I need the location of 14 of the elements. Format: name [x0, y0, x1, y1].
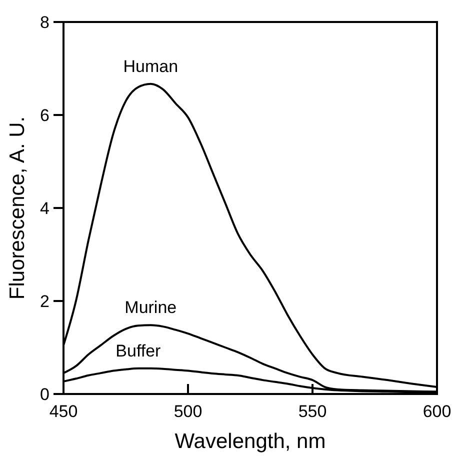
x-axis-title: Wavelength, nm: [174, 430, 326, 453]
series-label: Murine: [124, 298, 177, 318]
y-tick-label: 4: [40, 199, 50, 218]
x-tick-label: 550: [298, 402, 327, 421]
series-label: Buffer: [116, 341, 162, 360]
y-tick-label: 0: [40, 385, 50, 404]
x-tick-label: 500: [174, 402, 202, 421]
x-tick-label: 450: [49, 402, 78, 421]
y-tick-label: 8: [40, 13, 50, 32]
y-tick-label: 2: [40, 292, 50, 311]
x-tick-label: 600: [422, 402, 452, 421]
y-tick-label: 6: [40, 106, 50, 125]
y-axis-title: Fluorescence, A. U.: [6, 116, 29, 300]
series-label: Human: [123, 56, 178, 76]
